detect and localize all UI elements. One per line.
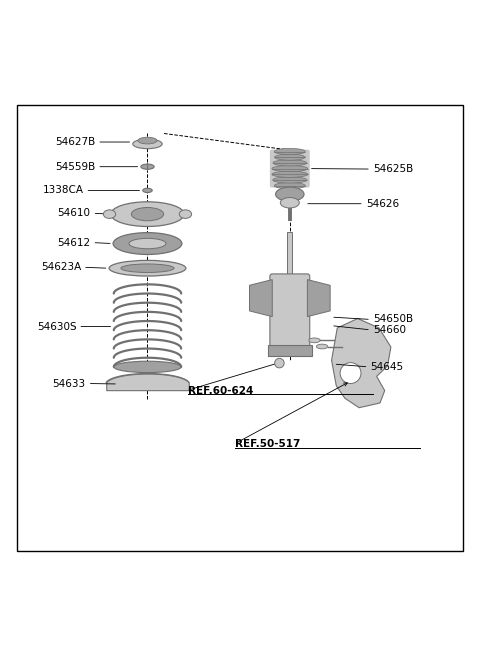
FancyBboxPatch shape: [270, 274, 310, 351]
Ellipse shape: [121, 264, 174, 272]
Text: 54610: 54610: [58, 208, 91, 218]
Ellipse shape: [114, 361, 181, 373]
Text: 54660: 54660: [373, 325, 406, 335]
Ellipse shape: [133, 139, 162, 149]
Ellipse shape: [103, 210, 116, 218]
Ellipse shape: [273, 160, 307, 166]
Polygon shape: [307, 279, 330, 317]
Polygon shape: [332, 319, 391, 408]
Text: 54623A: 54623A: [41, 262, 81, 272]
Ellipse shape: [276, 187, 304, 201]
Ellipse shape: [141, 164, 154, 169]
Ellipse shape: [132, 207, 164, 221]
Text: REF.50-517: REF.50-517: [235, 440, 300, 449]
Ellipse shape: [272, 165, 308, 172]
Ellipse shape: [179, 210, 192, 218]
Text: 1338CA: 1338CA: [42, 186, 84, 195]
Text: 54650B: 54650B: [373, 314, 413, 325]
Text: 54612: 54612: [58, 237, 91, 247]
Circle shape: [275, 358, 284, 368]
Ellipse shape: [275, 148, 305, 155]
Ellipse shape: [143, 188, 152, 193]
Text: 54559B: 54559B: [55, 161, 96, 172]
Ellipse shape: [113, 233, 182, 255]
Ellipse shape: [109, 260, 186, 276]
Text: REF.60-624: REF.60-624: [188, 386, 253, 396]
Ellipse shape: [275, 154, 305, 160]
Ellipse shape: [275, 182, 305, 189]
Polygon shape: [250, 279, 272, 317]
Bar: [288, 232, 292, 274]
Ellipse shape: [273, 177, 307, 183]
Ellipse shape: [316, 344, 328, 349]
Text: 54630S: 54630S: [36, 321, 76, 331]
Text: 54626: 54626: [366, 199, 399, 209]
Ellipse shape: [129, 238, 166, 249]
Ellipse shape: [138, 137, 157, 144]
Ellipse shape: [280, 197, 300, 208]
Circle shape: [340, 363, 361, 384]
Ellipse shape: [272, 171, 308, 177]
Text: 54633: 54633: [53, 379, 86, 388]
Bar: [268, 345, 312, 356]
Ellipse shape: [309, 338, 320, 342]
Text: 54645: 54645: [371, 362, 404, 372]
Ellipse shape: [111, 202, 184, 226]
Text: 54627B: 54627B: [55, 137, 96, 147]
FancyBboxPatch shape: [270, 150, 310, 188]
Text: 54625B: 54625B: [373, 164, 413, 174]
